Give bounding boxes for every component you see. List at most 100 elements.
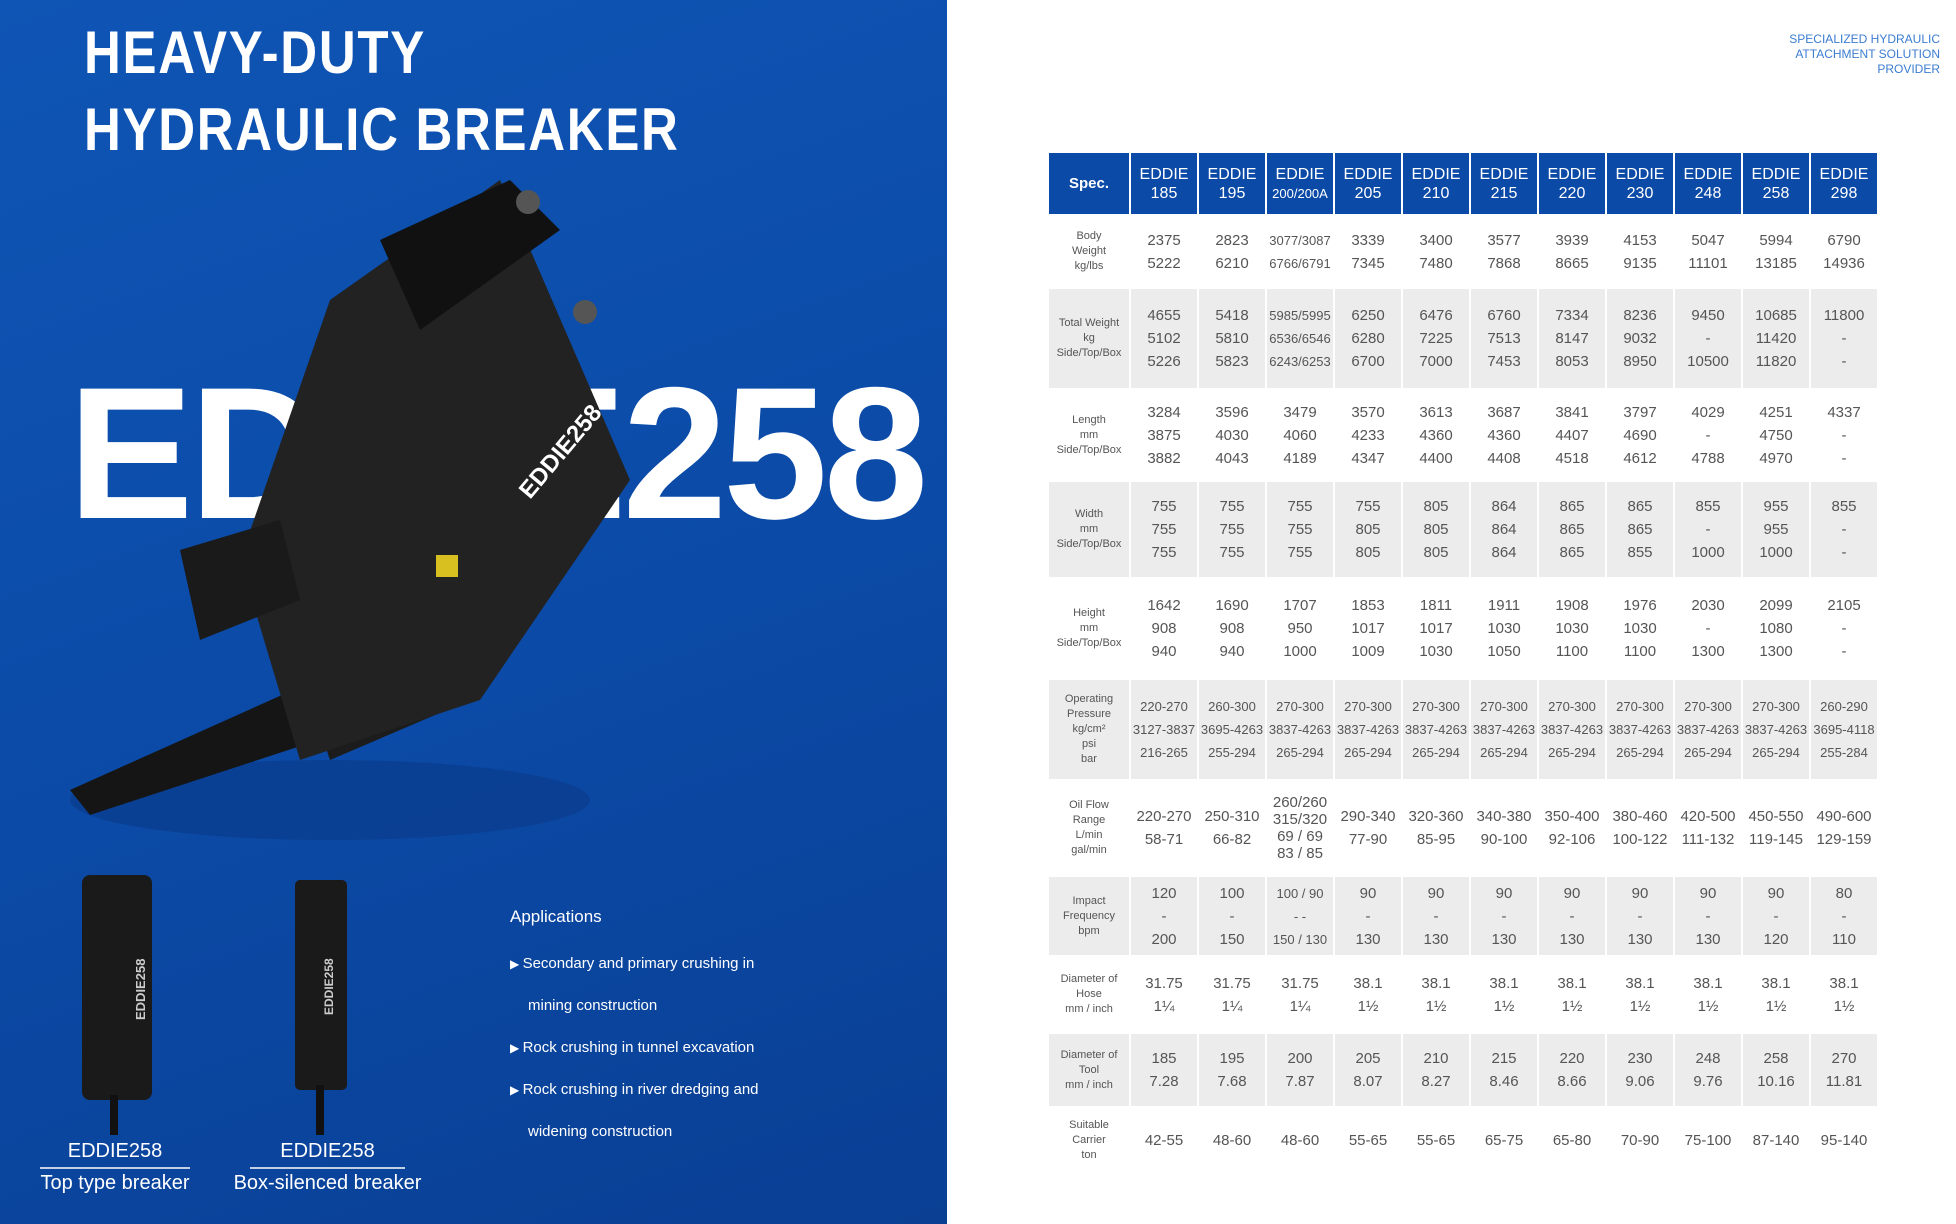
cell-line: 95-140 xyxy=(1820,1132,1868,1149)
cell-line: 265-294 xyxy=(1276,745,1324,760)
spec-cell: 755 755 755 xyxy=(1197,482,1265,577)
cell-line: 940 xyxy=(1151,643,1177,660)
cell-line: 110 xyxy=(1832,930,1856,948)
cell-line: 65-80 xyxy=(1552,1132,1592,1149)
cell-line: 950 xyxy=(1287,620,1313,637)
spec-cell: 3797 4690 4612 xyxy=(1605,393,1673,477)
cell-line: 1017 xyxy=(1351,620,1385,637)
cell-line: 3400 xyxy=(1419,231,1453,249)
cell-line: 3837-4263 xyxy=(1336,722,1400,737)
cell-line: 4030 xyxy=(1215,426,1249,444)
model-name: EDDIE xyxy=(1683,165,1733,183)
cell-line: - xyxy=(1705,907,1711,925)
cell-line: 7.68 xyxy=(1217,1073,1247,1090)
cell-line: 265-294 xyxy=(1548,745,1596,760)
cell-line: 755 xyxy=(1151,521,1177,538)
spec-cell: 90 - 120 xyxy=(1741,877,1809,955)
cell-line: 5226 xyxy=(1147,353,1181,370)
spec-cell: 38.1 1½ xyxy=(1401,960,1469,1029)
row-label: Body Weight kg/lbs xyxy=(1049,219,1129,284)
spec-cell: 215 8.46 xyxy=(1469,1034,1537,1106)
cell-line: 865 xyxy=(1559,498,1585,515)
model-name: EDDIE xyxy=(1751,165,1801,183)
spec-cell: 3570 4233 4347 xyxy=(1333,393,1401,477)
cell-line: 755 xyxy=(1219,498,1245,515)
cell-line: 755 xyxy=(1287,521,1313,538)
model-number: 220 xyxy=(1558,184,1586,202)
cell-line: 90-100 xyxy=(1480,831,1528,848)
cell-line: - xyxy=(1841,330,1847,347)
cell-line: 1¼ xyxy=(1289,997,1311,1015)
label-line: kg xyxy=(1083,332,1095,344)
spec-cell: 75-100 xyxy=(1673,1111,1741,1170)
cell-line: 6210 xyxy=(1215,254,1249,272)
cell-line: 8.07 xyxy=(1353,1073,1383,1090)
cell-line: 1000 xyxy=(1759,544,1793,561)
spec-cell: 220 8.66 xyxy=(1537,1034,1605,1106)
cell-line: 100-122 xyxy=(1612,831,1668,848)
column-header: EDDIE 195 xyxy=(1197,153,1265,214)
cell-line: 3695-4118 xyxy=(1813,722,1875,737)
cell-line: 755 xyxy=(1219,544,1245,561)
cell-line: 1300 xyxy=(1691,643,1725,660)
cell-line: - xyxy=(1433,907,1439,925)
label-line: Pressure xyxy=(1066,708,1112,720)
cell-line: 265-294 xyxy=(1616,745,1664,760)
cell-line: 1017 xyxy=(1419,620,1453,637)
cell-line: 90 xyxy=(1359,884,1377,902)
cell-line: 350-400 xyxy=(1544,808,1600,825)
cell-line: 65-75 xyxy=(1484,1132,1524,1149)
cell-line: 1911 xyxy=(1487,597,1521,614)
spec-row: Length mm Side/Top/Box 3284 3875 3882 3596 4030… xyxy=(1049,393,1877,477)
model-number: 185 xyxy=(1150,184,1178,202)
cell-line: 4407 xyxy=(1555,426,1589,444)
cell-line: 4690 xyxy=(1623,426,1657,444)
cell-line: 4612 xyxy=(1623,449,1657,467)
cell-line: 1030 xyxy=(1623,620,1657,637)
cell-line: - xyxy=(1841,521,1847,538)
cell-line: 7345 xyxy=(1351,254,1385,272)
spec-cell: 4337 - - xyxy=(1809,393,1877,477)
spec-cell: 755 755 755 xyxy=(1129,482,1197,577)
cell-line: 200 xyxy=(1151,930,1177,948)
cell-line: 31.75 xyxy=(1213,974,1251,992)
cell-line: 1½ xyxy=(1833,997,1855,1015)
cell-line: 270 xyxy=(1831,1050,1857,1067)
spec-cell: 3613 4360 4400 xyxy=(1401,393,1469,477)
cell-line: 150 xyxy=(1219,930,1245,948)
cell-line: 4655 xyxy=(1147,307,1181,324)
spec-cell: 38.1 1½ xyxy=(1809,960,1877,1029)
cell-line: 1030 xyxy=(1487,620,1521,637)
row-label: Oil Flow Range L/min gal/min xyxy=(1049,784,1129,872)
label-line: Diameter of xyxy=(1060,973,1118,985)
spec-cell: 6790 14936 xyxy=(1809,219,1877,284)
cell-line: - xyxy=(1705,330,1711,347)
hero-panel: HEAVY-DUTY HYDRAULIC BREAKER EDDIE258 ED… xyxy=(0,0,947,1224)
cell-line: 865 xyxy=(1627,498,1653,515)
cell-line: 6280 xyxy=(1351,330,1385,347)
model-name: EDDIE xyxy=(1343,165,1393,183)
spec-cell: 65-80 xyxy=(1537,1111,1605,1170)
cell-line: 9032 xyxy=(1623,330,1657,347)
cell-line: 865 xyxy=(1559,544,1585,561)
cell-line: 7.28 xyxy=(1149,1073,1179,1090)
cell-line: 260-290 xyxy=(1820,699,1868,714)
cell-line: 220-270 xyxy=(1136,808,1192,825)
cell-line: 130 xyxy=(1355,930,1381,948)
spec-cell: 3284 3875 3882 xyxy=(1129,393,1197,477)
cell-line: 1690 xyxy=(1215,597,1249,614)
cell-line: 340-380 xyxy=(1476,808,1532,825)
cell-line: 66-82 xyxy=(1212,831,1252,848)
cell-line: 9.06 xyxy=(1625,1073,1655,1090)
cell-line: 6700 xyxy=(1351,353,1385,370)
cell-line: - xyxy=(1841,426,1847,444)
row-label: Suitable Carrier ton xyxy=(1049,1111,1129,1170)
cell-line: 8053 xyxy=(1555,353,1589,370)
cell-line: 1½ xyxy=(1765,997,1787,1015)
cell-line: 8.46 xyxy=(1489,1073,1519,1090)
spec-cell: 48-60 xyxy=(1197,1111,1265,1170)
cell-line: 130 xyxy=(1559,930,1585,948)
cell-line: 55-65 xyxy=(1348,1132,1388,1149)
cell-line: 92-106 xyxy=(1548,831,1596,848)
cell-line: - xyxy=(1501,907,1507,925)
